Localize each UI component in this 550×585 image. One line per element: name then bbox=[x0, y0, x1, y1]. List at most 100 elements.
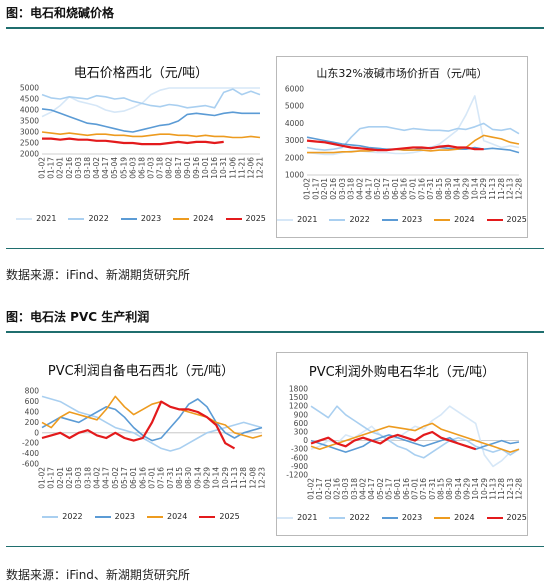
y-tick-label: 0 bbox=[303, 436, 308, 445]
figure1-bottom-rule bbox=[6, 248, 544, 249]
x-tick-label: 04-02 bbox=[92, 157, 101, 179]
legend-item-2024: 2024 bbox=[434, 513, 475, 522]
x-tick-label: 05-02 bbox=[376, 478, 385, 500]
y-tick-label: 2000 bbox=[285, 153, 304, 162]
y-tick-label: 1500 bbox=[289, 393, 308, 402]
pvc-profit-outsourced-carbide-chart: PVC利润外购电石华北（元/吨） -1200 -900 -600 -300 0 300 60… bbox=[276, 352, 528, 536]
y-tick-label: -300 bbox=[291, 445, 308, 454]
figure2-title: 图：电石法 PVC 生产利润 bbox=[6, 310, 150, 324]
legend-item-2025: 2025 bbox=[486, 513, 527, 522]
y-tick-label: -900 bbox=[291, 462, 308, 471]
x-tick-label: 10-29 bbox=[221, 467, 230, 489]
x-tick-label: 10-14 bbox=[470, 178, 479, 200]
legend-item-2023: 2023 bbox=[120, 214, 161, 223]
legend-item-2022: 2022 bbox=[329, 215, 370, 224]
y-tick-label: -600 bbox=[291, 453, 308, 462]
x-tick-label: 05-17 bbox=[385, 478, 394, 500]
x-tick-label: 10-14 bbox=[471, 478, 480, 500]
x-tick-label: 03-18 bbox=[83, 157, 92, 179]
x-tick-label: 05-04 bbox=[110, 157, 119, 179]
x-tick-label: 04-17 bbox=[101, 157, 110, 179]
x-tick-label: 10-29 bbox=[479, 178, 488, 200]
series-line-2024 bbox=[307, 134, 520, 154]
legend-item-2025: 2025 bbox=[225, 214, 266, 223]
x-tick-label: 12-28 bbox=[515, 478, 524, 500]
legend-item-2022: 2022 bbox=[68, 214, 109, 223]
x-tick-label: 09-01 bbox=[183, 157, 192, 179]
series-line-2022 bbox=[41, 395, 263, 452]
x-tick-label: 06-03 bbox=[128, 157, 137, 179]
x-tick-label: 08-17 bbox=[174, 157, 183, 179]
y-tick-label: 200 bbox=[25, 418, 40, 427]
x-tick-label: 07-16 bbox=[419, 478, 428, 500]
series-line-2021 bbox=[41, 87, 260, 118]
series-line-2025 bbox=[306, 139, 484, 152]
x-tick-label: 05-02 bbox=[373, 178, 382, 200]
figure2-source: 数据来源：iFind、新湖期货研究所 bbox=[6, 568, 190, 582]
x-tick-label: 10-01 bbox=[201, 157, 210, 179]
x-tick-label: 01-17 bbox=[47, 467, 56, 489]
x-tick-label: 04-02 bbox=[359, 478, 368, 500]
series-line-2025 bbox=[310, 430, 477, 451]
legend-label: 2023 bbox=[401, 215, 423, 224]
x-tick-label: 12-13 bbox=[506, 478, 515, 500]
x-tick-label: 01-17 bbox=[315, 478, 324, 500]
chart-legend: 2021 2022 2023 2024 2025 bbox=[277, 513, 527, 522]
series-line-2023 bbox=[310, 434, 520, 453]
x-tick-label: 12-23 bbox=[258, 467, 267, 489]
x-tick-label: 03-03 bbox=[341, 478, 350, 500]
y-tick-label: 0 bbox=[34, 428, 39, 437]
x-tick-label: 06-16 bbox=[402, 478, 411, 500]
series-line-2022 bbox=[306, 122, 520, 151]
x-tick-label: 04-17 bbox=[367, 478, 376, 500]
legend-label: 2022 bbox=[349, 215, 370, 224]
legend-swatch bbox=[381, 218, 398, 221]
x-tick-label: 03-18 bbox=[350, 478, 359, 500]
y-tick-label: 5000 bbox=[285, 102, 304, 111]
chart-legend: 2021 2022 2023 2024 2025 bbox=[12, 214, 270, 223]
series-line-2025 bbox=[42, 137, 224, 146]
x-tick-label: 09-14 bbox=[193, 467, 202, 489]
series-line-2024 bbox=[310, 422, 520, 453]
x-tick-label: 02-01 bbox=[324, 478, 333, 500]
legend-swatch bbox=[16, 217, 33, 220]
legend-item-2022: 2022 bbox=[42, 512, 83, 521]
y-tick-label: -200 bbox=[22, 439, 39, 448]
x-tick-label: 05-17 bbox=[120, 467, 129, 489]
x-tick-label: 06-18 bbox=[137, 157, 146, 179]
y-tick-label: 4000 bbox=[285, 119, 304, 128]
x-tick-label: 06-01 bbox=[129, 467, 138, 489]
x-tick-label: 11-28 bbox=[497, 478, 506, 500]
legend-item-2025: 2025 bbox=[199, 512, 240, 521]
y-tick-label: 2000 bbox=[20, 150, 39, 159]
legend-label: 2025 bbox=[245, 214, 266, 223]
x-tick-label: 02-16 bbox=[65, 467, 74, 489]
x-tick-label: 03-03 bbox=[338, 178, 347, 200]
x-tick-label: 11-28 bbox=[239, 467, 248, 489]
legend-swatch bbox=[42, 515, 59, 518]
series-line-2024 bbox=[41, 395, 263, 439]
x-tick-label: 01-02 bbox=[307, 478, 316, 500]
x-tick-label: 11-28 bbox=[497, 178, 506, 200]
series-line-2024 bbox=[41, 131, 261, 139]
x-tick-label: 07-18 bbox=[156, 157, 165, 179]
legend-label: 2025 bbox=[506, 513, 527, 522]
x-tick-label: 11-06 bbox=[228, 157, 237, 179]
y-tick-label: 3500 bbox=[20, 117, 39, 126]
y-tick-label: 600 bbox=[294, 419, 309, 428]
x-tick-label: 11-13 bbox=[230, 467, 239, 489]
x-tick-label: 06-16 bbox=[138, 467, 147, 489]
x-tick-label: 05-02 bbox=[111, 467, 120, 489]
x-tick-label: 05-19 bbox=[119, 157, 128, 179]
y-tick-label: 1800 bbox=[289, 385, 308, 394]
legend-swatch bbox=[434, 516, 451, 519]
x-tick-label: 09-16 bbox=[192, 157, 201, 179]
x-tick-label: 09-14 bbox=[453, 178, 462, 200]
legend-label: 2024 bbox=[193, 214, 214, 223]
x-tick-label: 05-17 bbox=[382, 178, 391, 200]
y-tick-label: 3000 bbox=[285, 136, 304, 145]
x-tick-label: 02-01 bbox=[320, 178, 329, 200]
legend-swatch bbox=[486, 516, 503, 519]
